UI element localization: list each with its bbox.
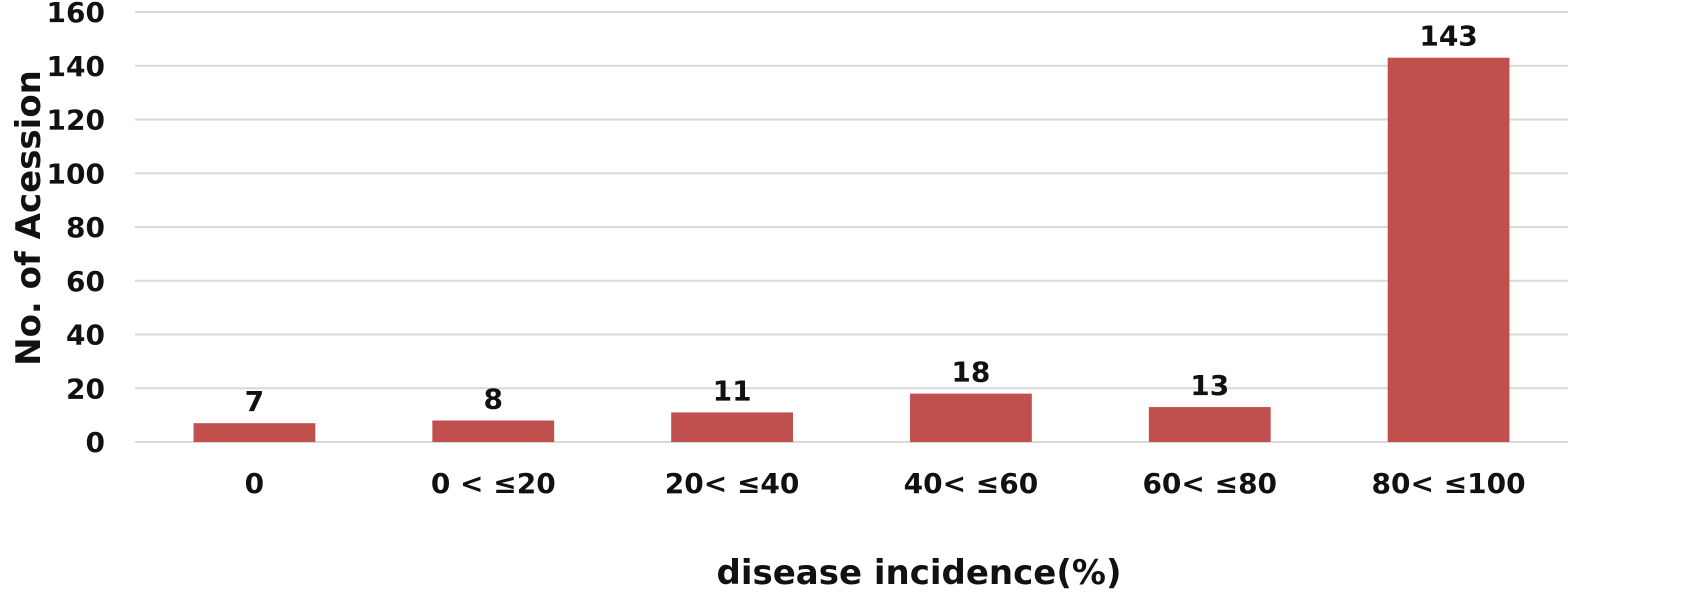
x-category-label: 40< ≤60: [904, 467, 1039, 500]
bar: [193, 423, 316, 442]
y-tick-label: 80: [66, 211, 105, 244]
y-tick-label: 0: [86, 426, 105, 459]
data-label: 18: [951, 356, 990, 389]
y-axis-ticks: 0 20 40 60 80 100 120 140 160: [47, 0, 105, 459]
y-tick-label: 140: [47, 50, 105, 83]
gridlines: [135, 11, 1568, 443]
y-tick-label: 160: [47, 0, 105, 29]
y-axis-title: No. of Acession: [9, 70, 49, 366]
data-label: 13: [1190, 369, 1229, 402]
y-tick-label: 60: [66, 265, 105, 298]
x-category-label: 0: [245, 467, 264, 500]
data-label: 143: [1419, 20, 1477, 53]
bar: [671, 412, 793, 442]
y-tick-label: 40: [66, 319, 105, 352]
bar: [910, 393, 1032, 442]
bar: [1387, 57, 1510, 442]
y-tick-label: 20: [66, 372, 105, 405]
x-axis-title: disease incidence(%): [717, 553, 1122, 593]
bar: [1148, 407, 1271, 442]
x-category-label: 80< ≤100: [1372, 467, 1526, 500]
data-label: 8: [484, 383, 503, 416]
x-axis-categories: 0 0 < ≤20 20< ≤40 40< ≤60 60< ≤80 80< ≤100: [245, 467, 1526, 500]
y-tick-label: 120: [47, 104, 105, 137]
data-label: 7: [245, 385, 264, 418]
x-category-label: 0 < ≤20: [431, 467, 556, 500]
x-category-label: 20< ≤40: [665, 467, 800, 500]
data-labels: 7 8 11 18 13 143: [245, 20, 1478, 419]
bar: [432, 420, 555, 442]
y-tick-label: 100: [47, 157, 105, 190]
bars: [193, 57, 1510, 442]
x-category-label: 60< ≤80: [1142, 467, 1277, 500]
data-label: 11: [713, 374, 752, 407]
